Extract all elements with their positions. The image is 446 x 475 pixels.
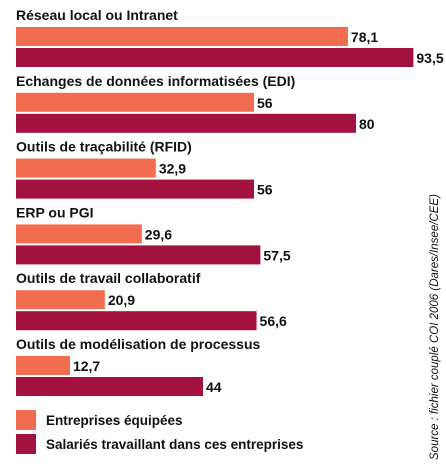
legend-label-salaries: Salariés travaillant dans ces entreprise…: [46, 437, 303, 452]
bar-salaries: [16, 48, 414, 67]
category-label: ERP ou PGI: [16, 204, 94, 220]
value-label-entreprises: 12,7: [73, 358, 100, 374]
bar-group: Outils de modélisation de processus 12,7 4…: [16, 336, 260, 396]
bar-entreprises: [16, 224, 142, 244]
value-label-salaries: 44: [206, 379, 222, 395]
value-label-salaries: 57,5: [263, 247, 290, 263]
value-label-salaries: 56,6: [260, 313, 287, 329]
bar-entreprises: [16, 356, 70, 375]
value-label-salaries: 56: [257, 182, 273, 198]
bar-entreprises: [16, 92, 254, 112]
bar-salaries: [16, 245, 261, 265]
bar-salaries: [16, 377, 203, 396]
value-label-salaries: 93,5: [416, 50, 443, 66]
category-label: Réseau local ou Intranet: [16, 7, 178, 23]
bar-entreprises: [16, 27, 348, 46]
bar-salaries: [16, 113, 356, 133]
value-label-entreprises: 20,9: [108, 292, 135, 308]
bar-salaries: [16, 179, 254, 199]
value-label-entreprises: 32,9: [159, 161, 186, 177]
bar-group: ERP ou PGI 29,6 57,5: [16, 204, 291, 265]
legend-swatch-entreprises: [16, 410, 36, 430]
bar-group: Outils de travail collaboratif 20,9 56,6: [16, 270, 287, 331]
value-label-salaries: 80: [359, 116, 375, 132]
value-label-entreprises: 56: [257, 95, 273, 111]
legend-label-entreprises: Entreprises équipées: [46, 413, 183, 428]
source-note: Source : fichier couplé COI 2006 (Dares/…: [429, 194, 441, 460]
bar-group: Outils de traçabilité (RFID) 32,9 56: [16, 139, 273, 199]
bar-entreprises: [16, 290, 105, 310]
bar-group: Réseau local ou Intranet 78,1 93,5: [16, 7, 444, 67]
bar-salaries: [16, 311, 257, 331]
legend: Entreprises équipées Salariés travaillan…: [16, 410, 303, 454]
bar-group: Echanges de données informatisées (EDI) 5…: [16, 73, 375, 133]
bar-groups: Réseau local ou Intranet 78,1 93,5 Echanges…: [16, 7, 444, 396]
category-label: Outils de travail collaboratif: [16, 270, 201, 286]
bar-entreprises: [16, 158, 156, 178]
category-label: Outils de traçabilité (RFID): [16, 139, 192, 155]
value-label-entreprises: 78,1: [351, 29, 378, 45]
category-label: Echanges de données informatisées (EDI): [16, 73, 295, 89]
value-label-entreprises: 29,6: [145, 226, 172, 242]
category-label: Outils de modélisation de processus: [16, 336, 260, 352]
legend-swatch-salaries: [16, 434, 36, 454]
